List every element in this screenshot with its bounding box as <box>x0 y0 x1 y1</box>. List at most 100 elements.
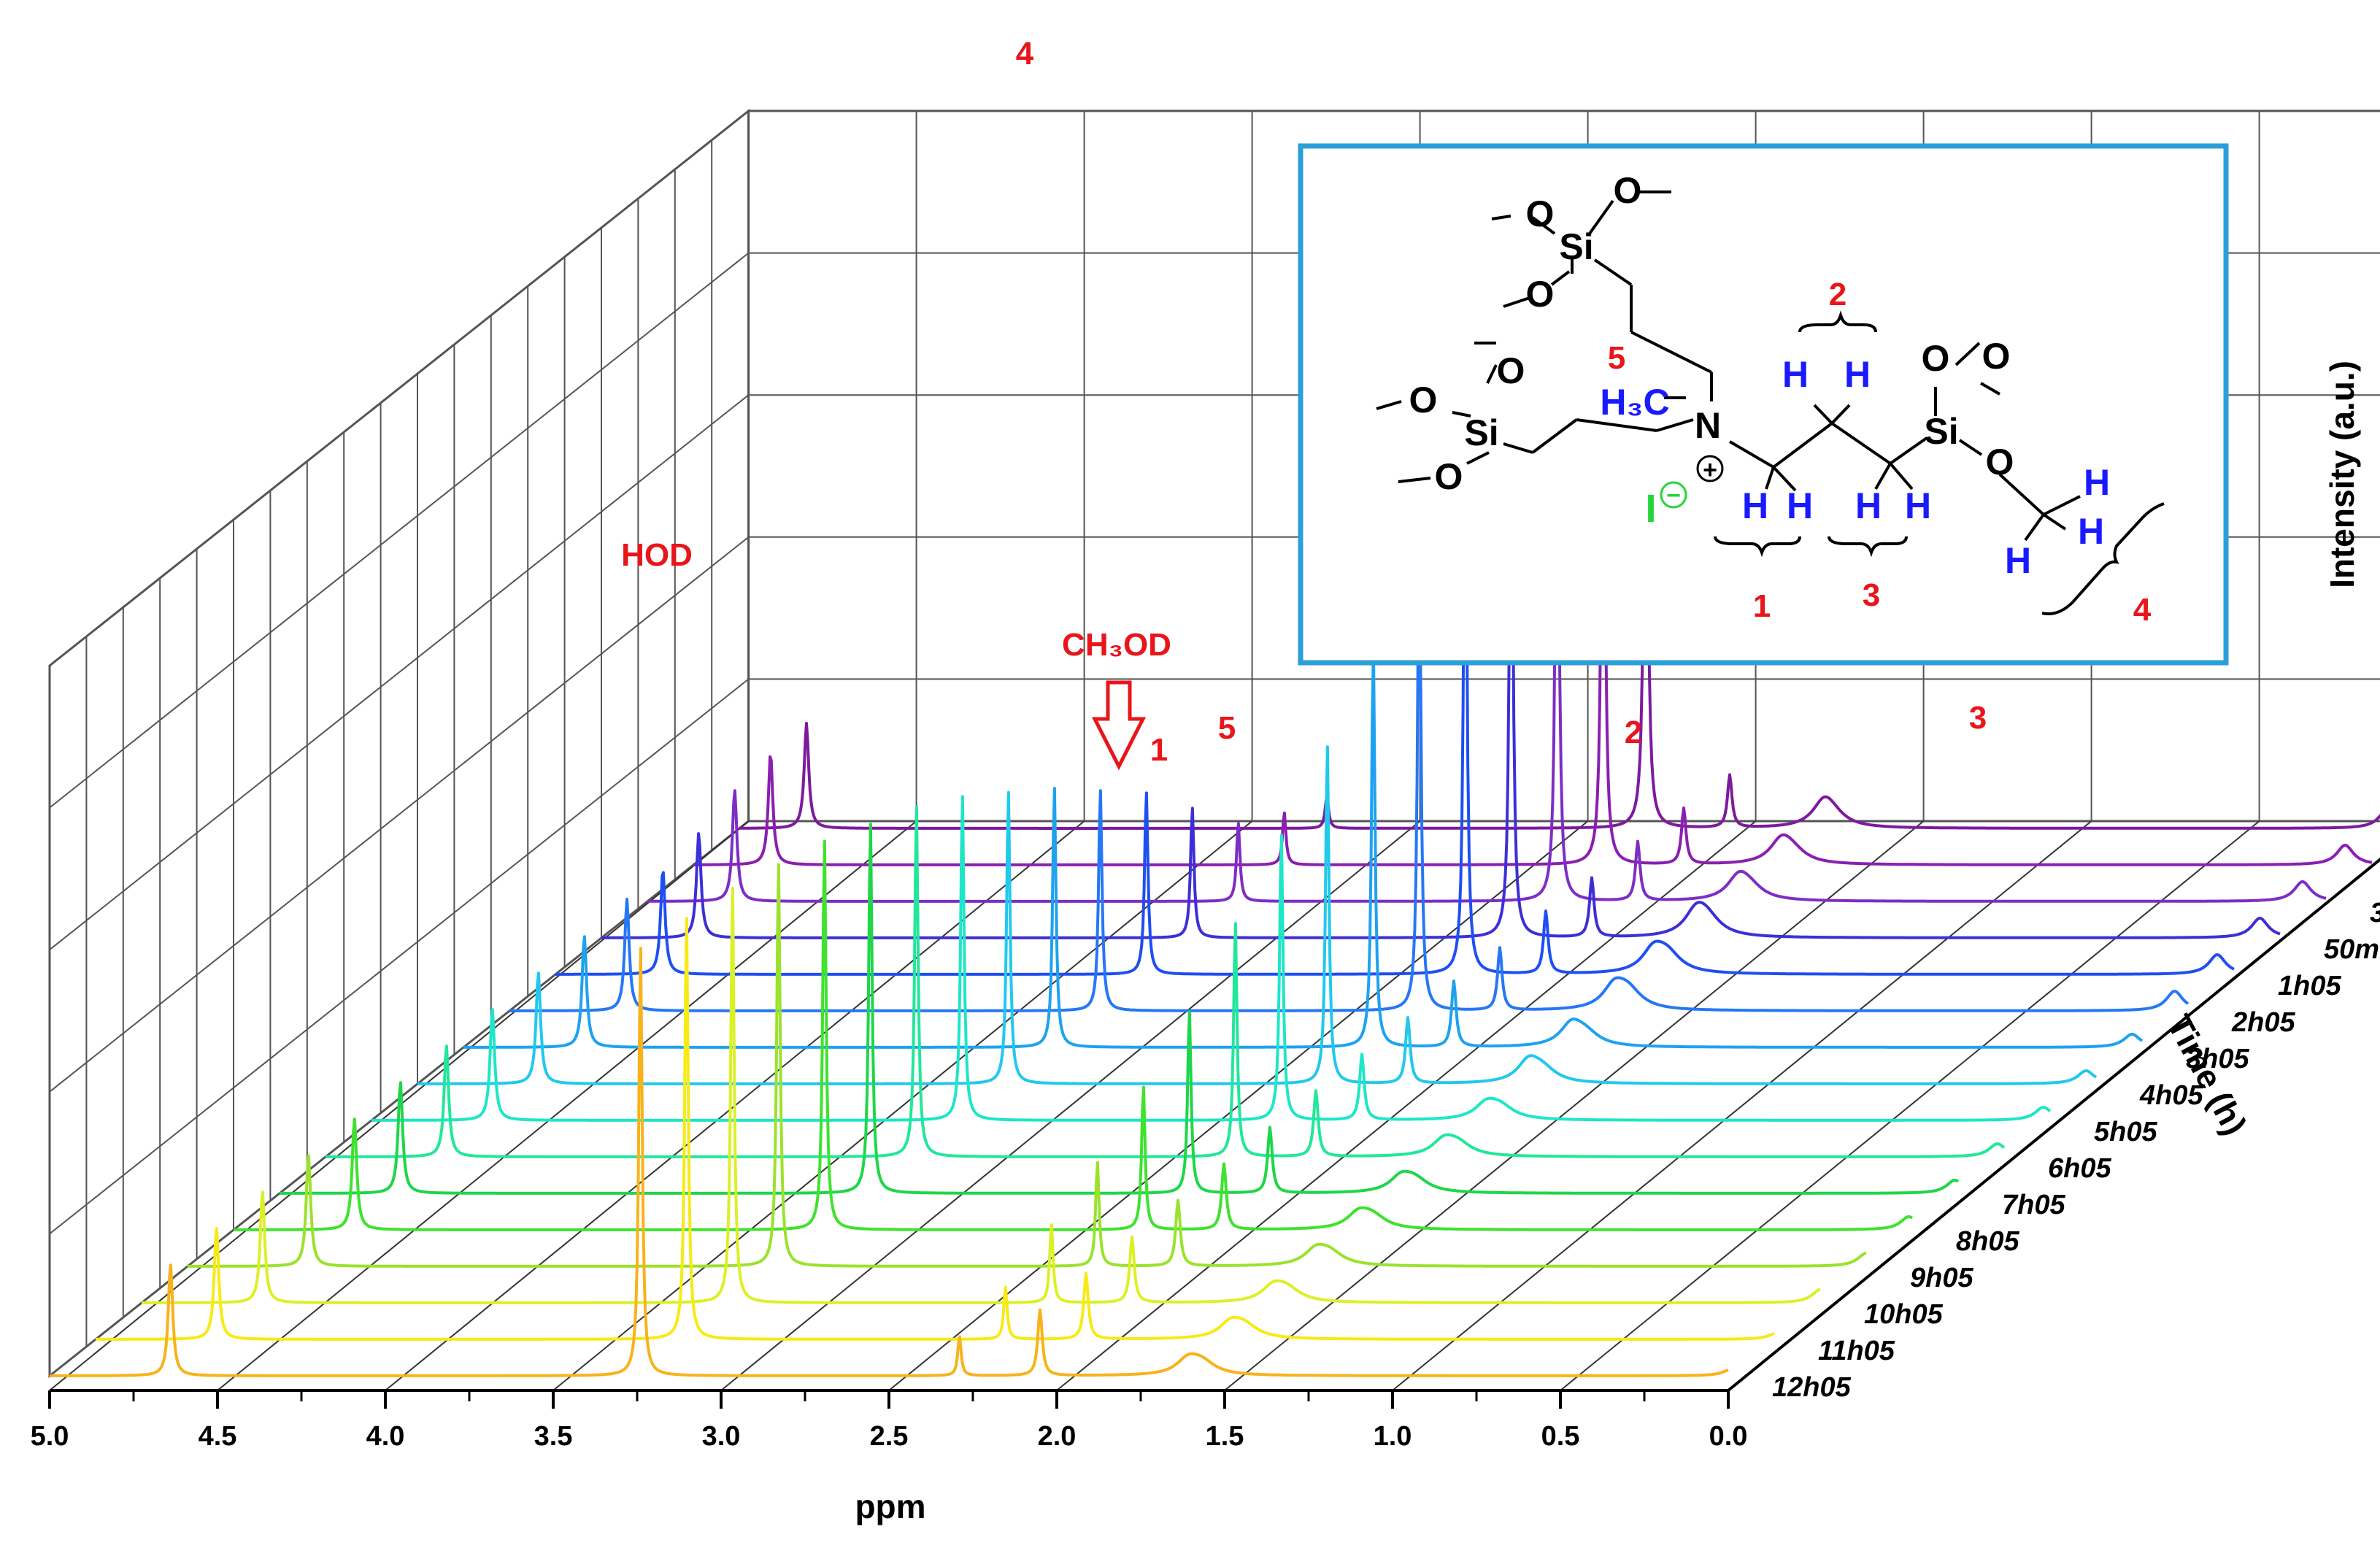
axes: 5min20min35min50min1h052h053h054h055h056… <box>31 858 2380 1452</box>
x-tick-label: 0.0 <box>1709 1421 1748 1452</box>
spectrum-35min <box>647 304 2327 903</box>
time-label: 7h05 <box>2002 1190 2065 1220</box>
time-label: 4h05 <box>2139 1080 2203 1111</box>
spectrum-5min <box>739 169 2380 830</box>
atom-o-right-1: O <box>1922 338 1950 379</box>
iodide-i: I <box>1645 487 1656 531</box>
x-tick-label: 3.0 <box>702 1421 741 1452</box>
grid-floor-diagonal <box>552 820 1253 1391</box>
spectrum-11h05 <box>95 917 1775 1341</box>
atom-o-upper-2: O <box>1526 193 1555 234</box>
spectrum-6h05 <box>325 805 2006 1158</box>
atom-o-right-2: O <box>1982 336 2011 377</box>
time-label: 1h05 <box>2278 971 2341 1001</box>
x-tick-label: 4.5 <box>199 1421 237 1452</box>
time-label: 3h05 <box>2186 1044 2249 1074</box>
time-label: 8h05 <box>1956 1226 2019 1257</box>
label-3: 3 <box>1863 577 1880 613</box>
atom-o-right-3: O <box>1986 442 2014 482</box>
annotation-ch3od: CH₃OD <box>1062 627 1171 663</box>
atom-o-upper-3: O <box>1526 274 1555 315</box>
annotation-peak-2: 2 <box>1625 715 1642 750</box>
time-label: 35min <box>2370 898 2380 928</box>
inset-border <box>1298 143 2229 666</box>
x-tick-label: 1.5 <box>1206 1421 1244 1452</box>
negative-charge: − <box>1666 482 1681 509</box>
structure-bonds <box>1376 190 2165 615</box>
spectrum-3h05 <box>463 644 2144 1049</box>
label-4: 4 <box>2133 592 2152 628</box>
negative-charge-circle <box>1660 481 1687 509</box>
time-label: 50min <box>2324 934 2380 965</box>
grid-floor-diagonal <box>720 820 1421 1391</box>
atom-o-upper-1: O <box>1614 170 1642 211</box>
spectrum-1h05 <box>555 415 2235 976</box>
spectrum-7h05 <box>279 823 1960 1195</box>
atom-si-right: Si <box>1924 411 1958 452</box>
atom-n: N <box>1695 405 1721 446</box>
spectra-series <box>49 169 2380 1377</box>
ch3od-arrow <box>1091 680 1147 771</box>
atom-h-4b: H <box>2078 511 2104 552</box>
atom-o-left-3: O <box>1435 456 1463 497</box>
atom-h-1a: H <box>1742 485 1768 526</box>
grid-floor-diagonal <box>1728 858 2380 1391</box>
time-label: 11h05 <box>1818 1336 1895 1366</box>
structure-inset: O O Si O O O Si O H₃C N + I − H H H H H … <box>1298 143 2229 666</box>
x-tick-label: 0.5 <box>1541 1421 1580 1452</box>
annotation-peak-1: 1 <box>1150 732 1168 768</box>
positive-charge-circle <box>1696 455 1724 482</box>
atom-h3c: H₃C <box>1600 382 1669 423</box>
spectrum-5h05 <box>371 795 2052 1122</box>
x-tick-label: 2.0 <box>1038 1421 1077 1452</box>
spectrum-50min <box>601 353 2281 939</box>
atom-h-4c: H <box>2005 540 2031 581</box>
annotation-peak-3: 3 <box>1969 700 1987 736</box>
grid-floor-diagonal <box>1560 820 2260 1391</box>
atom-h-2a: H <box>1782 354 1809 395</box>
time-label: 12h05 <box>1772 1372 1852 1403</box>
time-label: 10h05 <box>1864 1299 1944 1330</box>
grid-floor-diagonal <box>1056 820 1757 1391</box>
time-label: 9h05 <box>1910 1263 1973 1293</box>
x-tick-label: 1.0 <box>1374 1421 1412 1452</box>
atom-h-4a: H <box>2084 462 2110 503</box>
annotation-peak-5: 5 <box>1218 710 1236 746</box>
grid-side-horizontal <box>49 252 750 809</box>
spectrum-20min <box>693 247 2373 866</box>
grid-side-horizontal <box>49 394 750 950</box>
atom-h-2b: H <box>1844 354 1871 395</box>
atom-h-3a: H <box>1855 485 1882 526</box>
grid-floor-diagonal <box>217 820 917 1391</box>
spectrum-4h05 <box>417 745 2098 1085</box>
x-tick-label: 5.0 <box>31 1421 69 1452</box>
grid-floor-diagonal <box>1392 820 2092 1391</box>
z-axis-line <box>1727 858 2380 1392</box>
x-tick-label: 3.5 <box>534 1421 573 1452</box>
grid-side-horizontal <box>49 536 750 1093</box>
atom-o-left-1: O <box>1497 350 1525 391</box>
atom-si-left: Si <box>1464 412 1498 453</box>
time-label: 6h05 <box>2048 1153 2111 1184</box>
spectrum-12h05 <box>49 947 1729 1377</box>
y-axis-title: Intensity (a.u.) <box>2323 361 2361 588</box>
label-2: 2 <box>1829 277 1846 312</box>
x-axis-title: ppm <box>855 1488 925 1525</box>
spectrum-10h05 <box>141 887 1821 1304</box>
spectrum-8h05 <box>233 839 1914 1231</box>
time-label: 2h05 <box>2231 1007 2295 1038</box>
grid-side-horizontal <box>49 678 750 1235</box>
time-label: 5h05 <box>2094 1117 2157 1147</box>
x-tick-label: 2.5 <box>870 1421 909 1452</box>
annotation-peak-4: 4 <box>1016 36 1034 72</box>
positive-charge: + <box>1703 456 1717 484</box>
spectrum-9h05 <box>187 863 1867 1268</box>
spectrum-2h05 <box>509 523 2190 1012</box>
atom-si-upper: Si <box>1559 226 1593 267</box>
atom-o-left-2: O <box>1409 380 1438 420</box>
x-tick-label: 4.0 <box>366 1421 405 1452</box>
grid-floor-diagonal <box>1224 820 1925 1391</box>
atom-h-1b: H <box>1787 485 1813 526</box>
label-5: 5 <box>1608 340 1625 376</box>
